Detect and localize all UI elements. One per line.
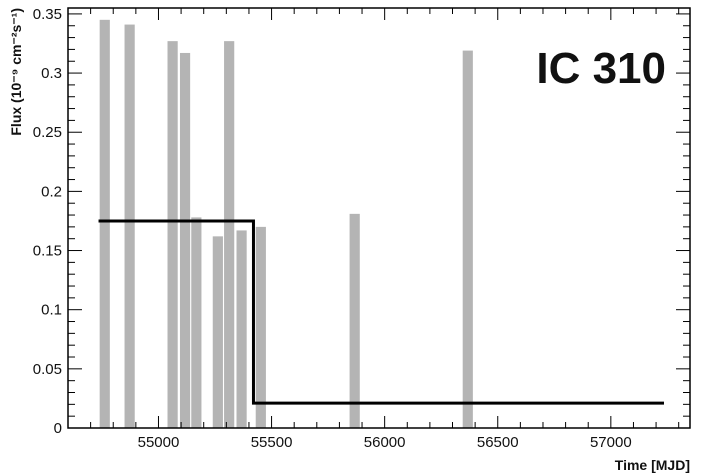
x-tick-label: 55500: [251, 434, 293, 451]
flux-bar: [124, 24, 135, 428]
y-tick-label: 0.1: [41, 302, 62, 319]
flux-bar: [167, 41, 178, 428]
y-tick-label: 0: [54, 420, 62, 437]
bars-layer: [99, 19, 473, 429]
average-flux-step-line: [98, 219, 664, 405]
flux-bar: [191, 217, 202, 428]
x-tick-label: 56500: [477, 434, 519, 451]
flux-bar: [349, 213, 360, 428]
step-line-layer: [98, 219, 664, 405]
x-axis-title: Time [MJD]: [615, 457, 690, 473]
flux-bar: [462, 50, 473, 428]
y-tick-label: 0.35: [33, 6, 62, 23]
flux-bar: [236, 230, 247, 428]
source-name-label: IC 310: [536, 44, 666, 93]
labels-layer: 55000 55500 56000 56500 57000 0 0.05 0.1 0.15 0.2…: [8, 6, 690, 473]
x-tick-label: 57000: [590, 434, 632, 451]
flux-bar: [224, 41, 235, 428]
y-tick-label: 0.05: [33, 361, 62, 378]
axes-layer: [67, 7, 691, 429]
y-tick-label: 0.2: [41, 183, 62, 200]
plot-frame: [67, 7, 691, 429]
y-axis-title: Flux (10⁻⁹ cm⁻²s⁻¹): [8, 8, 24, 136]
x-tick-label: 56000: [364, 434, 406, 451]
flux-bar: [99, 19, 110, 428]
flux-bar: [179, 52, 191, 429]
flux-bar: [212, 236, 223, 428]
y-tick-label: 0.3: [41, 65, 62, 82]
x-tick-label: 55000: [138, 434, 180, 451]
y-tick-label: 0.15: [33, 243, 62, 260]
flux-bar: [255, 226, 266, 428]
y-tick-label: 0.25: [33, 124, 62, 141]
